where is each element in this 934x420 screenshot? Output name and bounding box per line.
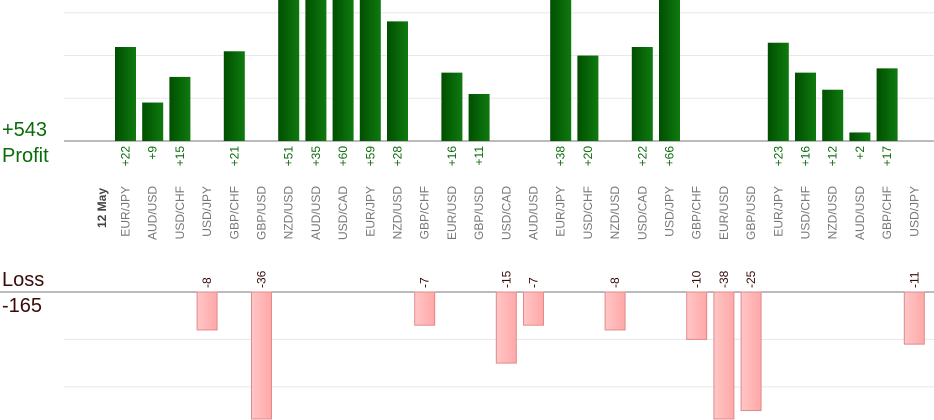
date-label: 12 May: [95, 188, 109, 228]
profit-bar: [468, 94, 490, 141]
category-label: EUR/JPY: [363, 186, 377, 237]
category-label: EUR/JPY: [119, 186, 133, 237]
category-label: USD/CHF: [799, 186, 813, 239]
loss-bar: [414, 291, 436, 326]
profit-bar: [278, 0, 300, 141]
category-label: USD/CHF: [581, 186, 595, 239]
profit-bar: [795, 72, 816, 141]
profit-bar: [849, 132, 871, 141]
category-label: AUD/USD: [853, 186, 867, 240]
profit-value-label: +12: [826, 146, 840, 167]
profit-value-label: +15: [173, 146, 187, 167]
labels: +22 EUR/JPY +9 AUD/USD +15 USD/CHF -8 USD/JPY +2…: [95, 146, 921, 288]
profit-value-label: +21: [227, 146, 241, 167]
category-label: USD/JPY: [907, 186, 921, 237]
category-label: GBP/USD: [255, 186, 269, 240]
profit-bar: [359, 0, 381, 141]
profit-value-label: +38: [554, 146, 568, 167]
profit-value-label: +16: [445, 146, 459, 167]
bars: [115, 0, 925, 420]
profit-bar: [169, 76, 191, 141]
category-label: EUR/USD: [445, 186, 459, 240]
loss-label: Loss: [2, 269, 45, 291]
profit-bar: [305, 0, 327, 141]
profit-total: +543: [2, 119, 48, 141]
profit-bar: [631, 47, 653, 141]
category-label: AUD/USD: [527, 186, 541, 240]
loss-value-label: -25: [744, 270, 758, 288]
gridlines: [0, 12, 934, 388]
loss-bar: [686, 291, 708, 340]
profit-value-label: +51: [282, 146, 296, 167]
profit-bar: [332, 0, 354, 141]
profit-value-label: +66: [663, 146, 677, 167]
profit-bar: [822, 89, 844, 141]
profit-bar: [142, 102, 164, 141]
loss-value-label: -11: [907, 271, 921, 288]
loss-value-label: -10: [690, 270, 704, 288]
profit-label: Profit: [2, 145, 49, 167]
profit-value-label: +35: [309, 146, 323, 167]
loss-bar: [495, 291, 517, 364]
category-label: NZD/USD: [282, 186, 296, 240]
category-label: EUR/JPY: [554, 186, 568, 237]
category-label: GBP/USD: [744, 186, 758, 240]
category-label: USD/JPY: [200, 186, 214, 237]
category-label: GBP/CHF: [690, 186, 704, 239]
category-label: NZD/USD: [608, 186, 622, 240]
category-label: GBP/CHF: [418, 186, 432, 239]
category-label: USD/CHF: [173, 186, 187, 239]
profit-bar: [659, 0, 680, 141]
loss-value-label: -7: [527, 277, 541, 288]
category-label: USD/CAD: [336, 186, 350, 240]
profit-value-label: +22: [119, 146, 133, 167]
profit-bar: [876, 68, 898, 141]
profit-value-label: +16: [799, 146, 813, 167]
category-label: GBP/CHF: [227, 186, 241, 239]
category-label: EUR/USD: [717, 186, 731, 240]
profit-value-label: +23: [771, 146, 785, 167]
profit-value-label: +22: [635, 146, 649, 167]
profit-bar: [550, 0, 572, 141]
loss-bar: [196, 291, 218, 331]
loss-bar: [713, 291, 735, 420]
loss-value-label: -8: [200, 277, 214, 288]
loss-bar: [251, 291, 272, 420]
loss-bar: [604, 291, 626, 331]
category-label: AUD/USD: [309, 186, 323, 240]
category-label: EUR/JPY: [771, 186, 785, 237]
category-label: USD/CAD: [635, 186, 649, 240]
loss-value-label: -7: [418, 277, 432, 288]
profit-bar: [441, 72, 463, 141]
category-label: USD/CAD: [499, 186, 513, 240]
loss-bar: [523, 291, 544, 326]
category-label: GBP/USD: [472, 186, 486, 240]
loss-value-label: -38: [717, 270, 731, 288]
loss-value-label: -8: [608, 277, 622, 288]
profit-bar: [387, 21, 408, 142]
profit-value-label: +9: [146, 146, 160, 160]
loss-bar: [740, 291, 762, 412]
profit-bar: [223, 51, 245, 141]
category-label: GBP/CHF: [880, 186, 894, 239]
profit-value-label: +28: [391, 146, 405, 167]
loss-value-label: -36: [255, 270, 269, 288]
category-label: AUD/USD: [146, 186, 160, 240]
profit-bar: [115, 47, 136, 141]
profit-value-label: +2: [853, 146, 867, 160]
category-label: NZD/USD: [391, 186, 405, 240]
profit-value-label: +11: [472, 146, 486, 166]
category-label: USD/JPY: [663, 186, 677, 237]
profit-value-label: +17: [880, 146, 894, 167]
profit-bar: [577, 55, 599, 141]
profit-bar: [767, 42, 789, 141]
category-label: NZD/USD: [826, 186, 840, 240]
loss-total: -165: [2, 295, 43, 317]
loss-value-label: -15: [499, 270, 513, 288]
profit-value-label: +20: [581, 146, 595, 167]
profit-value-label: +59: [363, 146, 377, 167]
loss-bar: [903, 291, 925, 345]
profit-value-label: +60: [336, 146, 350, 167]
